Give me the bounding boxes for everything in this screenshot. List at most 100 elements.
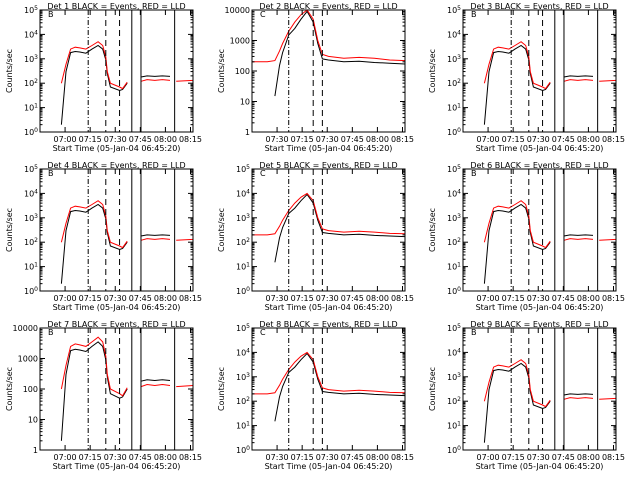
y-tick-label: 100 [235, 67, 250, 76]
red-lld-line [483, 200, 617, 249]
x-tick-label: 07:45 [129, 294, 152, 303]
y-tick-label: 100 [447, 286, 461, 296]
panel-frame [251, 327, 406, 451]
y-tick-label: 101 [24, 262, 38, 272]
panel-title: Det 7 BLACK = Events, RED = LLD [47, 320, 185, 329]
y-tick-label: 104 [447, 29, 461, 39]
x-axis-label: Start Time (05-Jan-04 06:45:20) [265, 462, 393, 471]
y-tick-label: 101 [236, 421, 250, 431]
x-tick-label: 07:30 [266, 135, 289, 144]
y-tick-label: 104 [236, 188, 250, 198]
y-tick-label: 103 [236, 372, 250, 382]
x-axis-label: Start Time (05-Jan-04 06:45:20) [476, 144, 604, 153]
x-tick-label: 07:30 [104, 135, 127, 144]
panel-title: Det 2 BLACK = Events, RED = LLD [259, 2, 397, 11]
y-tick-label: 102 [447, 396, 461, 406]
y-tick-label: 105 [447, 5, 461, 15]
x-tick-label: 07:30 [316, 453, 339, 462]
data-gap-region [131, 328, 141, 450]
y-tick-label: 101 [447, 103, 461, 113]
y-tick-label: 102 [447, 237, 461, 247]
y-tick-label: 105 [24, 5, 38, 15]
red-lld-line [483, 359, 617, 408]
y-tick-label: 100 [447, 445, 461, 455]
panel-frame [39, 327, 194, 451]
x-tick-label: 07:00 [477, 453, 500, 462]
y-tick-label: 1000 [230, 37, 250, 46]
x-tick-label: 07:15 [79, 453, 102, 462]
panel-marker-label: B [48, 10, 54, 19]
y-tick-label: 10 [240, 98, 250, 107]
x-tick-label: 07:45 [129, 453, 152, 462]
x-tick-label: 08:15 [602, 294, 625, 303]
y-tick-label: 102 [24, 78, 38, 88]
y-axis-label: Counts/sec [5, 208, 14, 252]
data-gap-region [131, 10, 141, 132]
x-axis-label: Start Time (05-Jan-04 06:45:20) [265, 303, 393, 312]
panel-title: Det 4 BLACK = Events, RED = LLD [47, 161, 185, 170]
x-tick-label: 07:30 [316, 135, 339, 144]
x-tick-label: 07:15 [502, 294, 525, 303]
black-events-line [60, 44, 171, 125]
data-gap-region [554, 169, 564, 291]
red-lld-line [60, 200, 194, 249]
data-gap-region [597, 328, 616, 450]
data-gap-region [174, 10, 193, 132]
x-tick-label: 08:00 [366, 135, 389, 144]
y-axis-label: Counts/sec [5, 49, 14, 93]
red-lld-line [252, 9, 406, 63]
data-gap-region [131, 169, 141, 291]
panel-title: Det 8 BLACK = Events, RED = LLD [259, 320, 397, 329]
panel-marker-label: B [48, 169, 54, 178]
y-tick-label: 103 [447, 54, 461, 64]
x-tick-label: 07:30 [104, 453, 127, 462]
data-gap-region [597, 169, 616, 291]
x-tick-label: 07:00 [477, 135, 500, 144]
x-tick-label: 07:15 [502, 135, 525, 144]
x-tick-label: 07:15 [502, 453, 525, 462]
x-tick-label: 08:15 [179, 453, 202, 462]
x-axis-label: Start Time (05-Jan-04 06:45:20) [476, 462, 604, 471]
x-tick-label: 07:45 [341, 135, 364, 144]
panel-marker-label: B [48, 328, 54, 337]
x-tick-label: 08:15 [391, 294, 414, 303]
x-tick-label: 08:00 [154, 453, 177, 462]
x-tick-label: 07:15 [79, 294, 102, 303]
black-events-line [274, 10, 406, 97]
black-events-line [274, 193, 406, 263]
x-tick-label: 07:15 [291, 294, 314, 303]
y-axis-label: Counts/sec [217, 367, 226, 411]
y-tick-label: 105 [447, 323, 461, 333]
x-tick-label: 07:00 [54, 294, 77, 303]
x-tick-label: 07:30 [266, 453, 289, 462]
y-tick-label: 10000 [225, 6, 250, 15]
y-axis-label: Counts/sec [428, 49, 437, 93]
y-axis-label: Counts/sec [428, 367, 437, 411]
y-tick-label: 102 [24, 237, 38, 247]
x-tick-label: 07:30 [266, 294, 289, 303]
y-axis-label: Counts/sec [217, 208, 226, 252]
x-tick-label: 07:45 [552, 135, 575, 144]
y-tick-label: 100 [23, 385, 38, 394]
panel-marker-label: B [471, 328, 477, 337]
x-tick-label: 08:15 [179, 135, 202, 144]
black-events-line [483, 44, 594, 125]
x-tick-label: 07:30 [104, 294, 127, 303]
y-tick-label: 105 [447, 164, 461, 174]
data-gap-region [554, 10, 564, 132]
y-tick-label: 101 [236, 262, 250, 272]
x-tick-label: 07:15 [291, 135, 314, 144]
red-lld-line [483, 41, 617, 90]
panel-frame [251, 9, 406, 133]
y-tick-label: 100 [236, 445, 250, 455]
panel-frame [462, 327, 617, 451]
y-tick-label: 101 [24, 103, 38, 113]
y-tick-label: 103 [24, 54, 38, 64]
x-tick-label: 07:45 [341, 453, 364, 462]
y-tick-label: 102 [236, 237, 250, 247]
x-tick-label: 08:00 [366, 453, 389, 462]
x-tick-label: 08:00 [577, 135, 600, 144]
